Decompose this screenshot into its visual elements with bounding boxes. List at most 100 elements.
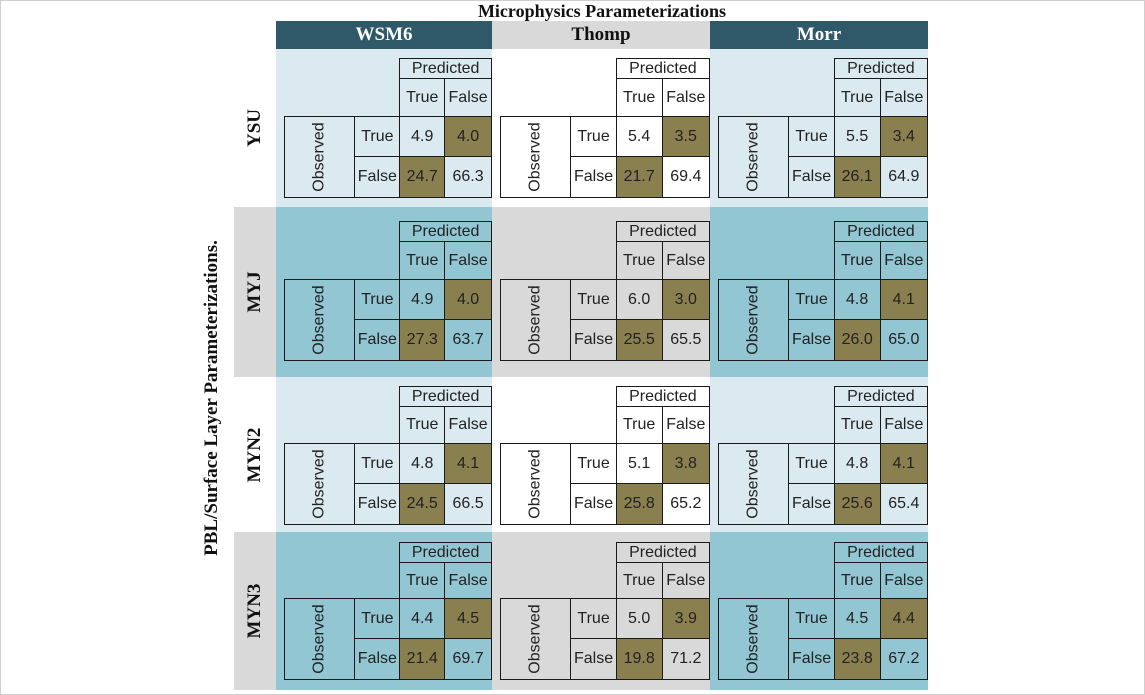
cell-false-false: 66.3 — [444, 156, 492, 198]
predicted-true-label: True — [615, 406, 663, 444]
y-axis-title: PBL/Surface Layer Parameterizations. — [201, 240, 222, 556]
observed-false-label: False — [570, 638, 617, 680]
confusion-matrix: Predicted True False Observed True 5.5 3.4 Fals… — [717, 58, 929, 198]
cell-true-true: 5.4 — [615, 116, 663, 157]
blank-corner — [719, 242, 835, 280]
row-header-myn2: MYN2 — [244, 427, 265, 482]
blank-corner — [285, 242, 400, 280]
cell-true-true: 4.8 — [399, 443, 446, 484]
confusion-matrix: Predicted True False Observed True 4.8 4.1 Fals… — [283, 386, 492, 525]
cell-true-true: 4.8 — [833, 443, 881, 484]
predicted-false-label: False — [444, 562, 492, 599]
cell-false-true: 26.1 — [833, 156, 881, 198]
confusion-matrix: Predicted True False Observed True 4.9 4.0 Fals… — [283, 58, 492, 198]
cell-true-false: 3.5 — [661, 116, 711, 157]
blank-corner — [501, 407, 617, 444]
confusion-matrix: Predicted True False Observed True 4.5 4.4 Fals… — [717, 542, 929, 680]
cell-true-true: 5.1 — [615, 443, 663, 484]
cell-true-true: 5.5 — [833, 116, 881, 157]
cell-false-false: 67.2 — [879, 638, 929, 680]
predicted-label: Predicted — [399, 542, 492, 563]
observed-label: Observed — [717, 116, 790, 198]
blank-corner — [719, 387, 835, 407]
cell-false-true: 26.0 — [833, 319, 881, 361]
observed-label: Observed — [283, 279, 356, 361]
predicted-label: Predicted — [615, 386, 711, 407]
observed-true-label: True — [570, 279, 617, 320]
observed-label: Observed — [283, 443, 356, 525]
panel-myn3-morr: Predicted True False Observed True 4.5 4.4 Fals… — [710, 532, 929, 690]
observed-false-label: False — [354, 483, 401, 525]
panel-myn3-thomp: Predicted True False Observed True 5.0 3.9 Fals… — [492, 532, 711, 690]
predicted-true-label: True — [833, 406, 881, 444]
panel-myn3-wsm6: Predicted True False Observed True 4.4 4.5 Fals… — [276, 532, 492, 690]
observed-label: Observed — [283, 116, 356, 198]
predicted-label: Predicted — [833, 221, 929, 242]
cell-true-false: 4.1 — [879, 443, 929, 484]
predicted-label: Predicted — [615, 221, 711, 242]
row-header-ysu: YSU — [244, 108, 265, 148]
predicted-false-label: False — [661, 78, 711, 117]
panel-myj-thomp: Predicted True False Observed True 6.0 3.0 Fals… — [492, 207, 711, 377]
observed-false-label: False — [570, 483, 617, 525]
cell-false-true: 23.8 — [833, 638, 881, 680]
cell-false-false: 65.0 — [879, 319, 929, 361]
predicted-true-label: True — [615, 241, 663, 280]
confusion-matrix: Predicted True False Observed True 6.0 3.0 Fals… — [499, 221, 711, 361]
confusion-matrix: Predicted True False Observed True 5.1 3.8 Fals… — [499, 386, 711, 525]
predicted-label: Predicted — [833, 386, 929, 407]
cell-true-true: 4.8 — [833, 279, 881, 320]
confusion-matrix: Predicted True False Observed True 5.0 3.9 Fals… — [499, 542, 711, 680]
confusion-matrix: Predicted True False Observed True 4.8 4.1 Fals… — [717, 386, 929, 525]
cell-false-false: 66.5 — [444, 483, 492, 525]
blank-corner — [719, 59, 835, 79]
cell-false-true: 25.5 — [615, 319, 663, 361]
cell-true-true: 4.4 — [399, 598, 446, 639]
observed-label: Observed — [499, 279, 572, 361]
observed-true-label: True — [788, 279, 835, 320]
predicted-true-label: True — [399, 562, 446, 599]
observed-false-label: False — [788, 319, 835, 361]
cell-false-false: 71.2 — [661, 638, 711, 680]
predicted-false-label: False — [879, 406, 929, 444]
panel-myj-morr: Predicted True False Observed True 4.8 4.1 Fals… — [710, 207, 929, 377]
cell-true-false: 3.8 — [661, 443, 711, 484]
cell-false-false: 65.5 — [661, 319, 711, 361]
blank-corner — [285, 387, 400, 407]
row-header-myn3: MYN3 — [234, 532, 276, 690]
blank-corner — [285, 543, 400, 563]
cell-false-false: 65.2 — [661, 483, 711, 525]
cell-false-true: 27.3 — [399, 319, 446, 361]
observed-false-label: False — [354, 156, 401, 198]
cell-false-false: 63.7 — [444, 319, 492, 361]
observed-true-label: True — [354, 116, 401, 157]
observed-label: Observed — [499, 116, 572, 198]
panel-myn2-morr: Predicted True False Observed True 4.8 4.1 Fals… — [710, 377, 929, 532]
predicted-false-label: False — [879, 78, 929, 117]
blank-corner — [719, 407, 835, 444]
cell-false-true: 19.8 — [615, 638, 663, 680]
observed-false-label: False — [570, 156, 617, 198]
blank-corner — [501, 222, 617, 242]
cell-false-true: 25.8 — [615, 483, 663, 525]
cell-false-false: 69.7 — [444, 638, 492, 680]
predicted-false-label: False — [444, 241, 492, 280]
panel-ysu-wsm6: Predicted True False Observed True 4.9 4.0 Fals… — [276, 49, 492, 207]
predicted-true-label: True — [833, 78, 881, 117]
panel-myj-wsm6: Predicted True False Observed True 4.9 4.0 Fals… — [276, 207, 492, 377]
predicted-true-label: True — [833, 241, 881, 280]
panel-myn2-thomp: Predicted True False Observed True 5.1 3.8 Fals… — [492, 377, 711, 532]
observed-true-label: True — [570, 116, 617, 157]
cell-false-true: 25.6 — [833, 483, 881, 525]
blank-corner — [501, 387, 617, 407]
blank-corner — [285, 407, 400, 444]
observed-label: Observed — [717, 598, 790, 680]
cell-true-false: 3.0 — [661, 279, 711, 320]
observed-label: Observed — [717, 443, 790, 525]
observed-false-label: False — [788, 638, 835, 680]
panel-ysu-thomp: Predicted True False Observed True 5.4 3.5 Fals… — [492, 49, 711, 207]
cell-false-false: 64.9 — [879, 156, 929, 198]
panel-ysu-morr: Predicted True False Observed True 5.5 3.4 Fals… — [710, 49, 929, 207]
cell-false-true: 21.7 — [615, 156, 663, 198]
column-header-morr: Morr — [710, 21, 928, 49]
